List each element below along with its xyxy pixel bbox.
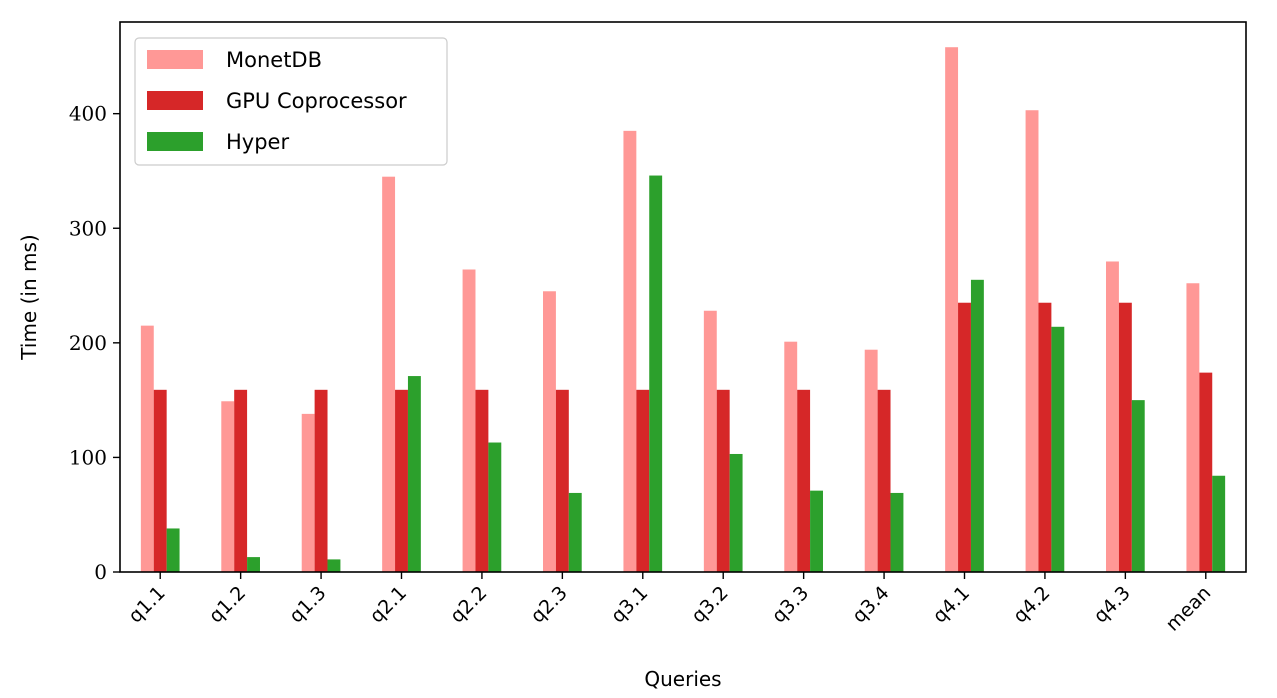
bar-monetdb-q3.2 xyxy=(703,310,717,572)
legend-swatch-gpu-coprocessor xyxy=(147,91,203,110)
legend-box xyxy=(134,37,448,166)
bar-hyper-q3.1 xyxy=(649,175,663,573)
x-tick-label: mean xyxy=(1162,582,1216,636)
bar-hyper-q4.3 xyxy=(1131,400,1145,573)
y-tick-label: 400 xyxy=(69,102,107,126)
bars-layer xyxy=(140,47,1226,573)
bar-hyper-q1.3 xyxy=(327,559,341,572)
bar-hyper-q4.2 xyxy=(1051,326,1065,572)
legend-swatch-monetdb xyxy=(147,50,203,69)
bar-hyper-q2.1 xyxy=(407,376,421,572)
y-tick-label: 0 xyxy=(94,560,107,584)
bar-hyper-q2.2 xyxy=(488,442,502,572)
bar-monetdb-q1.3 xyxy=(301,413,315,573)
x-tick-label: q3.3 xyxy=(768,582,813,627)
bar-monetdb-q4.1 xyxy=(945,47,959,572)
legend-label: GPU Coprocessor xyxy=(226,89,407,113)
bar-gpu-coprocessor-q3.1 xyxy=(636,389,650,572)
legend: MonetDB GPU Coprocessor Hyper xyxy=(134,37,448,166)
bar-gpu-coprocessor-q1.3 xyxy=(314,389,328,572)
y-tick-label: 200 xyxy=(69,331,107,355)
bar-monetdb-q3.4 xyxy=(864,349,878,572)
bar-monetdb-q2.2 xyxy=(462,269,476,572)
bar-monetdb-q1.1 xyxy=(140,325,154,572)
bar-hyper-mean xyxy=(1212,475,1226,572)
bar-monetdb-q4.2 xyxy=(1025,110,1039,572)
plot-frame xyxy=(119,21,1247,573)
bar-hyper-q3.4 xyxy=(890,492,904,572)
x-tick-label: q1.2 xyxy=(205,582,250,627)
bar-gpu-coprocessor-q4.2 xyxy=(1038,302,1052,572)
x-tick-label: q4.3 xyxy=(1089,582,1134,627)
bar-monetdb-q3.1 xyxy=(623,130,637,572)
bar-gpu-coprocessor-q1.2 xyxy=(234,389,248,572)
bar-gpu-coprocessor-q4.1 xyxy=(958,302,971,572)
x-tick-label: q1.3 xyxy=(285,582,330,627)
bar-hyper-q3.2 xyxy=(729,453,743,572)
x-tick-label: q4.1 xyxy=(929,582,974,627)
bar-monetdb-mean xyxy=(1186,283,1200,572)
bar-gpu-coprocessor-q3.2 xyxy=(716,389,730,572)
bar-gpu-coprocessor-q3.3 xyxy=(797,389,811,572)
bar-hyper-q1.1 xyxy=(166,528,180,572)
bar-gpu-coprocessor-mean xyxy=(1199,372,1213,573)
x-tick-label: q4.2 xyxy=(1009,582,1054,627)
bar-hyper-q1.2 xyxy=(247,557,260,572)
bar-hyper-q3.3 xyxy=(810,490,823,572)
y-tick-label: 100 xyxy=(69,445,107,469)
y-tick-label: 300 xyxy=(69,216,107,240)
legend-label: MonetDB xyxy=(226,48,322,72)
y-axis-title: Time (in ms) xyxy=(17,234,41,360)
x-tick-label: q2.3 xyxy=(526,582,571,627)
bar-monetdb-q2.1 xyxy=(382,176,396,572)
bar-monetdb-q4.3 xyxy=(1106,261,1119,572)
bar-monetdb-q3.3 xyxy=(784,341,798,572)
x-tick-label: q3.2 xyxy=(687,582,732,627)
x-axis-title: Queries xyxy=(644,667,721,691)
bar-hyper-q4.1 xyxy=(970,279,984,572)
x-tick-label: q1.1 xyxy=(124,582,169,627)
bar-gpu-coprocessor-q1.1 xyxy=(153,389,167,572)
bar-hyper-q2.3 xyxy=(568,492,582,572)
bar-monetdb-q2.3 xyxy=(543,291,556,572)
y-axis: 0 100 200 300 400 xyxy=(69,102,120,584)
bar-gpu-coprocessor-q3.4 xyxy=(877,389,891,572)
bar-gpu-coprocessor-q4.3 xyxy=(1118,302,1132,572)
x-tick-label: q2.2 xyxy=(446,582,491,627)
bar-gpu-coprocessor-q2.3 xyxy=(555,389,569,572)
bar-gpu-coprocessor-q2.1 xyxy=(395,389,408,572)
x-tick-label: q3.4 xyxy=(848,582,893,627)
bar-monetdb-q1.2 xyxy=(221,401,235,572)
x-tick-label: q2.1 xyxy=(366,582,411,627)
legend-label: Hyper xyxy=(226,130,289,154)
legend-swatch-hyper xyxy=(147,132,203,151)
x-tick-label: q3.1 xyxy=(607,582,652,627)
bar-gpu-coprocessor-q2.2 xyxy=(475,389,489,572)
x-axis: q1.1 q1.2 q1.3 q2.1 q2.2 q2.3 q3.1 q3.2 q3.3 q3.4… xyxy=(124,572,1215,636)
